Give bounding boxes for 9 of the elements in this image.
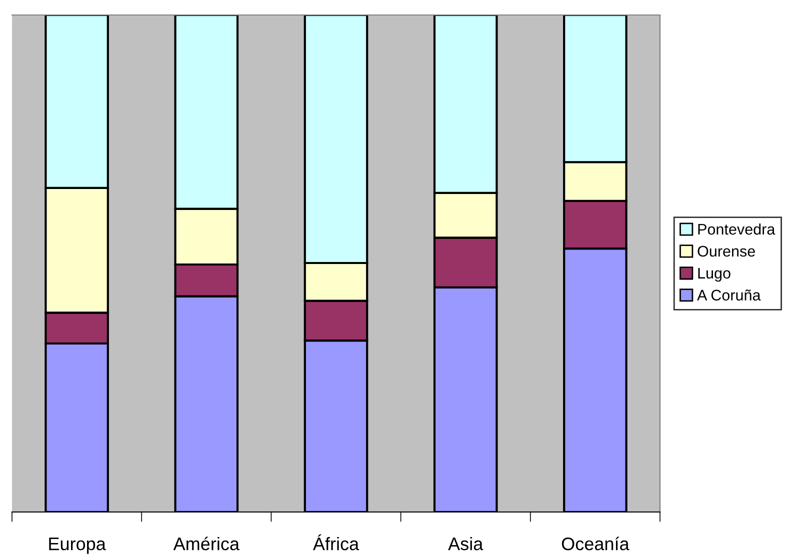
legend-label: Lugo	[698, 268, 730, 282]
x-tick-label: Oceanía	[562, 536, 630, 550]
x-tick-label: África	[312, 534, 360, 550]
legend-label: Ourense	[698, 246, 755, 257]
x-tick-label: América	[173, 536, 240, 550]
legend-label: Pontevedra	[698, 223, 776, 235]
x-tick-label: Asia	[448, 537, 484, 550]
legend-label: A Coruña	[697, 289, 761, 301]
x-tick-label: Europa	[49, 538, 106, 554]
